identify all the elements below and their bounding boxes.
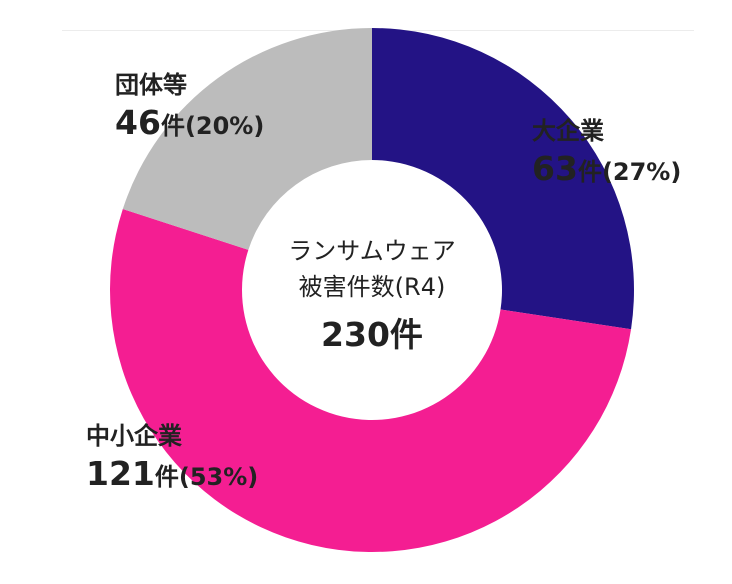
slice-count-large-enterprise: 63 (532, 149, 578, 188)
slice-percent-organizations: (20%) (184, 112, 265, 140)
slice-unit-organizations: 件 (160, 112, 185, 140)
center-total: 230件 (321, 315, 423, 354)
slice-count-organizations: 46 (115, 103, 161, 142)
slice-name-sme: 中小企業 (86, 422, 182, 450)
donut-slices (110, 28, 634, 552)
center-title-line2: 被害件数(R4) (298, 273, 446, 301)
slice-percent-large-enterprise: (27%) (601, 158, 682, 186)
slice-label-organizations: 団体等 46件(20%) (115, 73, 264, 139)
slice-name-organizations: 団体等 (115, 71, 187, 99)
center-title-line1: ランサムウェア (288, 237, 456, 265)
donut-center-text: ランサムウェア 被害件数(R4) 230件 (252, 236, 492, 354)
slice-label-sme: 中小企業 121件(53%) (86, 424, 258, 490)
slice-unit-sme: 件 (154, 463, 179, 491)
slice-unit-large-enterprise: 件 (577, 158, 602, 186)
slice-large-enterprise (372, 28, 634, 330)
slice-sme (110, 209, 632, 552)
slice-percent-sme: (53%) (178, 463, 259, 491)
slice-name-large-enterprise: 大企業 (532, 117, 604, 145)
slice-label-large-enterprise: 大企業 63件(27%) (532, 119, 681, 185)
slice-organizations (122, 28, 372, 250)
slice-count-sme: 121 (86, 454, 155, 493)
